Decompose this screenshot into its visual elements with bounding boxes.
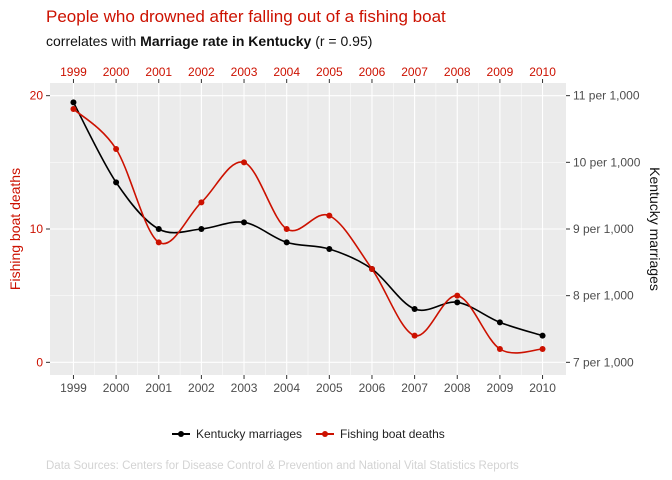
top-axis-tick-label: 2007 <box>401 65 428 79</box>
legend: Kentucky marriages Fishing boat deaths <box>170 427 445 441</box>
bottom-axis-tick-label: 2001 <box>145 381 172 395</box>
top-axis-tick-label: 2003 <box>231 65 258 79</box>
top-axis-tick-label: 2005 <box>316 65 343 79</box>
legend-key-deaths <box>314 427 336 441</box>
right-axis-tick-label: 11 per 1,000 <box>573 89 640 103</box>
bottom-axis-tick-label: 2004 <box>273 381 300 395</box>
data-point-deaths <box>496 346 503 352</box>
right-axis-tick-label: 8 per 1,000 <box>573 289 634 303</box>
data-point-marriages <box>454 299 461 306</box>
bottom-axis-tick-label: 2003 <box>231 381 258 395</box>
left-axis-title: Fishing boat deaths <box>7 168 23 290</box>
data-point-deaths <box>454 292 461 299</box>
top-axis-tick-label: 2000 <box>103 65 130 79</box>
chart-subtitle: correlates with Marriage rate in Kentuck… <box>46 33 372 49</box>
subtitle-prefix: correlates with <box>46 33 141 49</box>
legend-label-marriages: Kentucky marriages <box>196 427 303 441</box>
data-point-deaths <box>326 212 333 219</box>
top-axis-tick-label: 2006 <box>359 65 386 79</box>
top-axis-tick-label: 2009 <box>487 65 514 79</box>
right-axis-tick-label: 7 per 1,000 <box>573 355 634 369</box>
top-axis-tick-label: 2002 <box>188 65 215 79</box>
data-point-deaths <box>198 199 205 206</box>
data-point-marriages <box>283 239 290 246</box>
legend-key-marriages <box>170 427 192 441</box>
left-axis-tick-label: 20 <box>30 89 44 103</box>
data-point-marriages <box>539 332 546 339</box>
data-point-deaths <box>155 239 162 246</box>
bottom-axis-tick-label: 2007 <box>401 381 428 395</box>
right-axis-tick-label: 10 per 1,000 <box>573 155 641 169</box>
data-point-deaths <box>539 346 546 352</box>
right-axis-tick-label: 9 per 1,000 <box>573 222 634 236</box>
bottom-axis-tick-label: 2006 <box>359 381 386 395</box>
top-axis-tick-label: 2001 <box>145 65 172 79</box>
top-axis-tick-label: 2004 <box>273 65 300 79</box>
data-point-deaths <box>241 159 248 166</box>
data-point-marriages <box>113 179 120 186</box>
bottom-axis-tick-label: 2008 <box>444 381 471 395</box>
legend-label-deaths: Fishing boat deaths <box>340 427 445 441</box>
left-axis-tick-label: 0 <box>36 355 43 369</box>
data-point-deaths <box>411 332 418 339</box>
data-point-marriages <box>70 99 77 106</box>
bottom-axis-tick-label: 2005 <box>316 381 343 395</box>
left-axis-tick-label: 10 <box>30 222 44 236</box>
bottom-axis-tick-label: 2009 <box>487 381 514 395</box>
data-point-marriages <box>496 319 503 326</box>
top-axis-tick-label: 1999 <box>60 65 87 79</box>
data-point-marriages <box>326 246 333 252</box>
data-point-deaths <box>368 266 375 272</box>
data-point-deaths <box>283 226 290 232</box>
data-source: Data Sources: Centers for Disease Contro… <box>46 460 519 472</box>
chart-title: People who drowned after falling out of … <box>46 7 446 26</box>
bottom-axis-tick-label: 2000 <box>103 381 130 395</box>
bottom-axis-tick-label: 2002 <box>188 381 215 395</box>
bottom-axis-tick-label: 2010 <box>529 381 556 395</box>
data-point-marriages <box>198 226 205 232</box>
data-point-deaths <box>113 146 120 152</box>
top-axis-tick-label: 2010 <box>529 65 556 79</box>
bottom-axis-tick-label: 1999 <box>60 381 87 395</box>
right-axis-title: Kentucky marriages <box>647 167 663 291</box>
legend-item-marriages: Kentucky marriages <box>170 427 302 441</box>
subtitle-suffix: (r = 0.95) <box>311 33 373 49</box>
data-point-deaths <box>70 106 77 112</box>
data-point-marriages <box>411 306 418 312</box>
top-axis-tick-label: 2008 <box>444 65 471 79</box>
subtitle-bold: Marriage rate in Kentucky <box>140 33 312 49</box>
data-point-marriages <box>155 226 162 232</box>
legend-item-deaths: Fishing boat deaths <box>314 427 445 441</box>
data-point-marriages <box>241 219 248 226</box>
